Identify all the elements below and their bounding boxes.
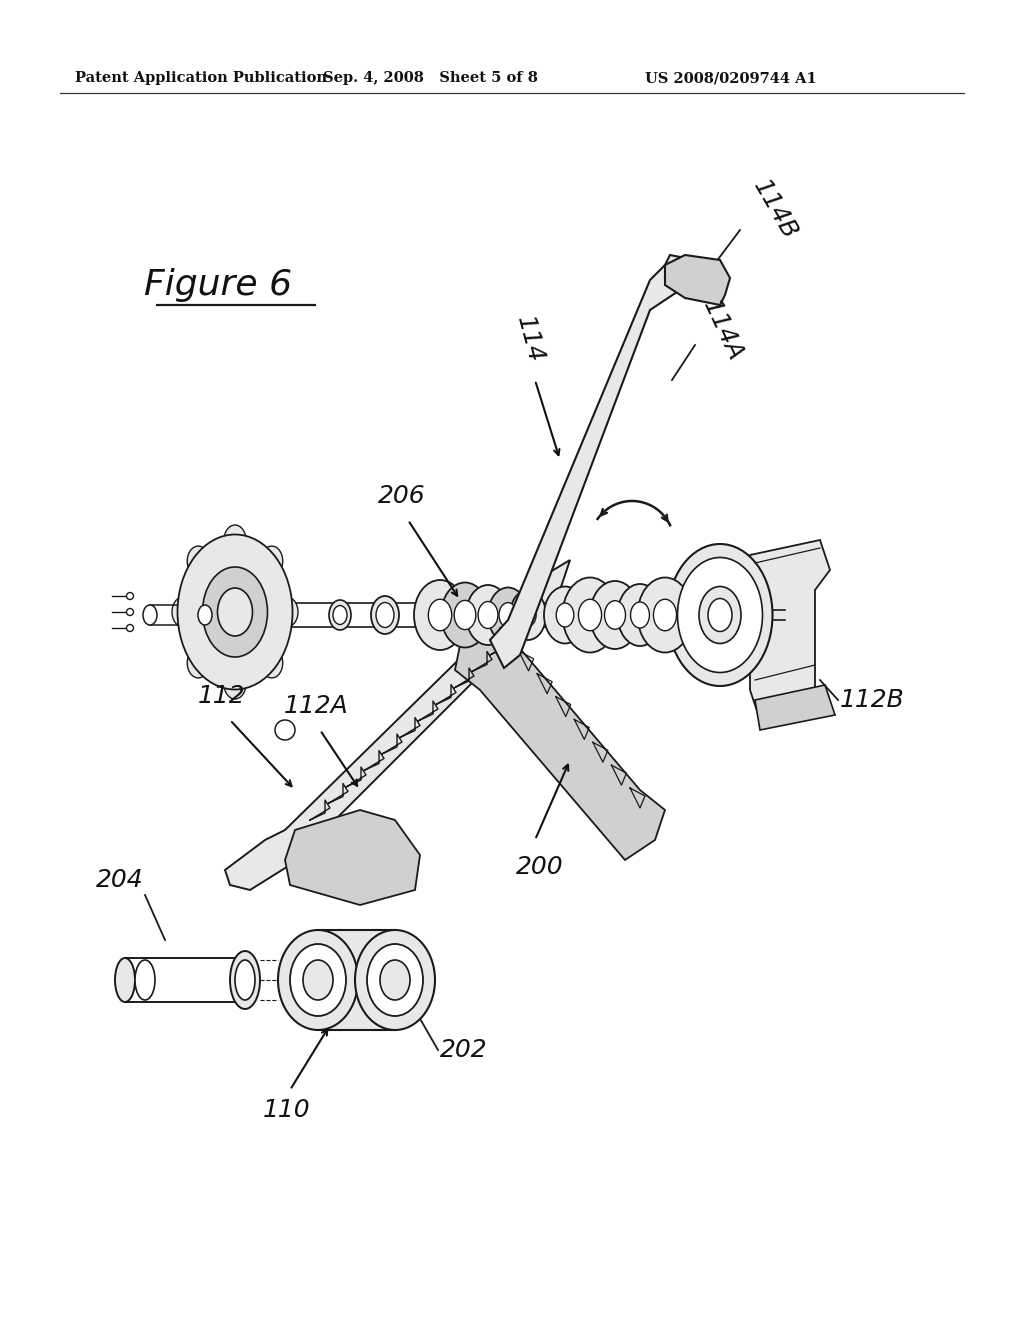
Ellipse shape: [617, 583, 663, 645]
Ellipse shape: [115, 958, 135, 1002]
Ellipse shape: [466, 585, 510, 645]
Ellipse shape: [303, 960, 333, 1001]
Text: US 2008/0209744 A1: US 2008/0209744 A1: [645, 71, 817, 84]
Ellipse shape: [699, 586, 741, 644]
Ellipse shape: [414, 579, 466, 649]
Ellipse shape: [371, 597, 399, 634]
Ellipse shape: [455, 601, 476, 630]
Ellipse shape: [177, 535, 293, 689]
Ellipse shape: [275, 719, 295, 741]
Text: 110: 110: [263, 1098, 311, 1122]
Ellipse shape: [499, 603, 517, 627]
Ellipse shape: [604, 601, 626, 630]
Text: 204: 204: [96, 869, 143, 892]
Polygon shape: [490, 255, 690, 668]
Ellipse shape: [329, 601, 351, 630]
Ellipse shape: [556, 603, 573, 627]
Text: 112A: 112A: [284, 694, 348, 718]
Text: 112B: 112B: [840, 688, 905, 711]
Ellipse shape: [278, 931, 358, 1030]
Ellipse shape: [708, 598, 732, 631]
Ellipse shape: [380, 960, 410, 1001]
Ellipse shape: [562, 578, 617, 652]
Text: 202: 202: [440, 1038, 487, 1063]
Text: 114B: 114B: [748, 176, 801, 244]
Polygon shape: [318, 931, 395, 1030]
Text: Figure 6: Figure 6: [144, 268, 292, 302]
Ellipse shape: [631, 602, 649, 628]
Polygon shape: [755, 685, 835, 730]
Polygon shape: [285, 810, 420, 906]
Text: Sep. 4, 2008   Sheet 5 of 8: Sep. 4, 2008 Sheet 5 of 8: [323, 71, 538, 84]
Ellipse shape: [261, 648, 283, 678]
Text: 112: 112: [199, 684, 246, 708]
Text: Patent Application Publication: Patent Application Publication: [75, 71, 327, 84]
Ellipse shape: [224, 525, 246, 554]
Ellipse shape: [355, 931, 435, 1030]
Polygon shape: [665, 255, 730, 305]
Polygon shape: [225, 560, 570, 890]
Ellipse shape: [172, 597, 194, 627]
Ellipse shape: [441, 582, 489, 648]
Ellipse shape: [290, 944, 346, 1016]
Ellipse shape: [333, 606, 347, 624]
Ellipse shape: [127, 624, 133, 631]
Ellipse shape: [488, 587, 528, 643]
Ellipse shape: [276, 597, 298, 627]
Ellipse shape: [143, 605, 157, 624]
Ellipse shape: [367, 944, 423, 1016]
Ellipse shape: [653, 599, 677, 631]
Text: 206: 206: [378, 484, 426, 508]
Ellipse shape: [217, 587, 253, 636]
Ellipse shape: [520, 603, 537, 626]
Ellipse shape: [127, 593, 133, 599]
Ellipse shape: [668, 544, 772, 686]
Ellipse shape: [678, 557, 763, 672]
Ellipse shape: [127, 609, 133, 615]
Text: 114A: 114A: [698, 296, 748, 364]
Ellipse shape: [261, 546, 283, 576]
Ellipse shape: [478, 602, 498, 628]
Ellipse shape: [376, 602, 394, 627]
Ellipse shape: [590, 581, 640, 649]
Ellipse shape: [510, 590, 546, 640]
Ellipse shape: [230, 950, 260, 1008]
Text: 114: 114: [512, 313, 548, 366]
Ellipse shape: [187, 648, 209, 678]
Ellipse shape: [224, 669, 246, 700]
Ellipse shape: [135, 960, 155, 1001]
Ellipse shape: [198, 605, 212, 624]
Ellipse shape: [203, 568, 267, 657]
Ellipse shape: [234, 960, 255, 1001]
Ellipse shape: [428, 599, 452, 631]
Polygon shape: [455, 624, 665, 861]
Polygon shape: [750, 540, 830, 719]
Ellipse shape: [187, 546, 209, 576]
Ellipse shape: [579, 599, 601, 631]
Ellipse shape: [638, 578, 692, 652]
Ellipse shape: [544, 586, 586, 644]
Text: 200: 200: [516, 855, 564, 879]
